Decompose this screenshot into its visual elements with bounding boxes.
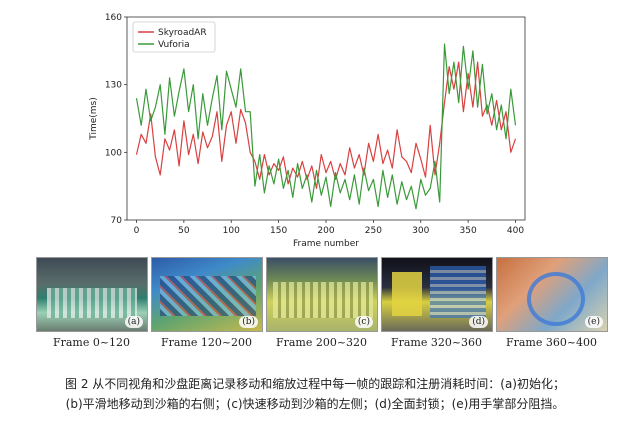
legend-entry: SkyroadAR bbox=[158, 28, 207, 38]
thumbnail-label-b: Frame 120~200 bbox=[160, 336, 253, 349]
thumbnail-b: (b) bbox=[151, 257, 263, 332]
y-tick-label: 100 bbox=[105, 148, 122, 158]
y-axis-label: Time(ms) bbox=[89, 97, 99, 141]
figure-caption: 图 2 从不同视角和沙盘距离记录移动和缩放过程中每一帧的跟踪和注册消耗时间：(a… bbox=[20, 374, 610, 414]
thumbnail-d: (d) bbox=[381, 257, 493, 332]
tracking-time-chart: 0 50 100 150 200 250 300 350 400 70 100 130 160 Frame… bbox=[89, 13, 526, 249]
thumbnail-label-c: Frame 200~320 bbox=[275, 336, 368, 349]
x-tick-label: 100 bbox=[223, 226, 240, 236]
thumbnail-label-d: Frame 320~360 bbox=[390, 336, 483, 349]
x-tick-label: 400 bbox=[507, 226, 524, 236]
y-tick-label: 160 bbox=[105, 13, 122, 23]
thumbnail-tag: (d) bbox=[469, 316, 488, 328]
legend-entry: Vuforia bbox=[158, 40, 190, 50]
thumbnail-label-a: Frame 0~120 bbox=[52, 336, 131, 349]
caption-line-2: (b)平滑地移动到沙箱的右侧；(c)快速移动到沙箱的左侧；(d)全面封锁；(e)… bbox=[65, 397, 565, 411]
thumbnail-c: (c) bbox=[266, 257, 378, 332]
x-tick-label: 150 bbox=[270, 226, 287, 236]
x-tick-label: 0 bbox=[134, 226, 140, 236]
x-axis-label: Frame number bbox=[293, 239, 359, 249]
x-tick-label: 250 bbox=[365, 226, 382, 236]
y-tick-label: 130 bbox=[105, 81, 122, 91]
thumbnail-e: (e) bbox=[496, 257, 608, 332]
series-line-vuforia bbox=[135, 43, 517, 210]
thumbnail-tag: (e) bbox=[584, 316, 603, 328]
y-tick-label: 70 bbox=[111, 216, 123, 226]
thumbnail-tag: (b) bbox=[239, 316, 258, 328]
x-tick-label: 300 bbox=[412, 226, 429, 236]
caption-line-1: 图 2 从不同视角和沙盘距离记录移动和缩放过程中每一帧的跟踪和注册消耗时间：(a… bbox=[65, 377, 565, 391]
x-tick-label: 200 bbox=[317, 226, 334, 236]
thumbnail-a: (a) bbox=[36, 257, 148, 332]
thumbnail-label-e: Frame 360~400 bbox=[505, 336, 598, 349]
x-tick-label: 50 bbox=[178, 226, 190, 236]
thumbnail-tag: (c) bbox=[354, 316, 373, 328]
series-line-skyroadar bbox=[135, 61, 517, 189]
x-tick-label: 350 bbox=[460, 226, 477, 236]
thumbnail-tag: (a) bbox=[124, 316, 143, 328]
frame-thumbnail-strip: (a) (b) (c) (d) (e) bbox=[36, 257, 608, 332]
